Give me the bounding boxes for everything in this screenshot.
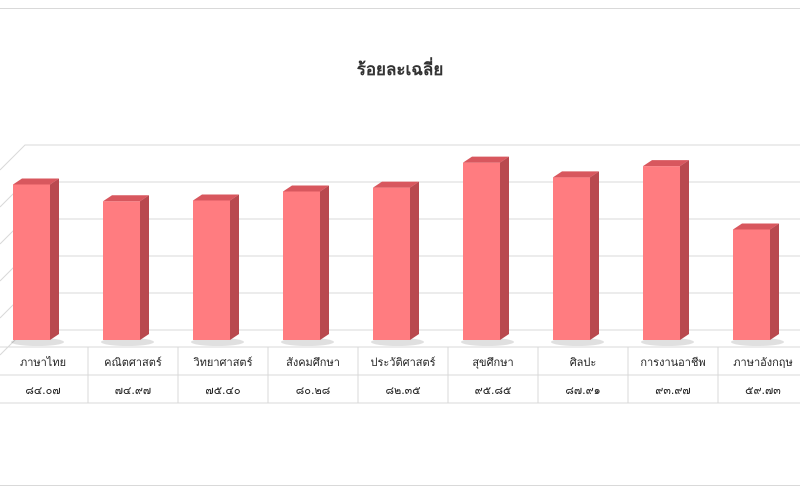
bar-top: [103, 195, 149, 202]
bar: [461, 156, 514, 346]
bar-side: [50, 178, 59, 340]
bar-front: [463, 162, 500, 340]
chart-frame: [0, 8, 800, 486]
category-label: สุขศึกษา: [472, 356, 513, 369]
category-label: สังคมศึกษา: [286, 356, 340, 369]
value-label: ๘๗.๙๑: [565, 384, 600, 397]
bar-front: [643, 166, 680, 340]
value-label: ๗๔.๙๗: [115, 384, 151, 397]
bar: [191, 194, 244, 346]
bar-top: [463, 156, 509, 163]
category-label: การงานอาชีพ: [640, 356, 705, 369]
category-label: ภาษาไทย: [20, 356, 66, 369]
bar: [101, 195, 154, 346]
bar-side: [680, 160, 689, 340]
category-label: คณิตศาสตร์: [104, 356, 162, 369]
bar: [11, 178, 64, 346]
bar: [371, 181, 424, 346]
bar-side: [770, 223, 779, 340]
bar: [731, 223, 784, 346]
bar: [551, 171, 604, 346]
value-label: ๘๐.๒๘: [296, 384, 330, 397]
bar-top: [733, 223, 779, 230]
bar-top: [193, 194, 239, 201]
value-label: ๙๕.๘๕: [475, 384, 512, 397]
bar-top: [643, 160, 689, 167]
bar-front: [733, 229, 770, 340]
category-label: วิทยาศาสตร์: [193, 356, 253, 369]
category-label: ภาษาอังกฤษ: [733, 356, 792, 369]
bar-front: [373, 187, 410, 340]
bar-side: [140, 195, 149, 340]
bar-side: [320, 185, 329, 340]
bar-front: [103, 201, 140, 340]
bar-side: [230, 194, 239, 340]
value-label: ๗๕.๔๐: [205, 384, 240, 397]
chart-title: ร้อยละเฉลี่ย: [356, 60, 444, 80]
value-label: ๘๔.๐๗: [25, 384, 60, 397]
bar-side: [500, 156, 509, 340]
bar-top: [553, 171, 599, 178]
gridline: [0, 144, 800, 171]
bar-front: [13, 184, 50, 340]
bar: [641, 160, 694, 346]
bar-front: [553, 177, 590, 340]
bar-top: [13, 178, 59, 185]
bar-side: [590, 171, 599, 340]
bar-front: [283, 191, 320, 340]
value-label: ๘๒.๓๕: [385, 384, 420, 397]
bar-top: [283, 185, 329, 192]
bar-side: [410, 181, 419, 340]
value-label: ๕๙.๗๓: [745, 384, 781, 397]
bar: [281, 185, 334, 346]
category-label: ประวัติศาสตร์: [370, 356, 435, 369]
bars: [11, 156, 784, 346]
value-label: ๙๓.๙๗: [655, 384, 690, 397]
bar-top: [373, 181, 419, 188]
bar-front: [193, 200, 230, 340]
category-label: ศิลปะ: [570, 356, 597, 369]
